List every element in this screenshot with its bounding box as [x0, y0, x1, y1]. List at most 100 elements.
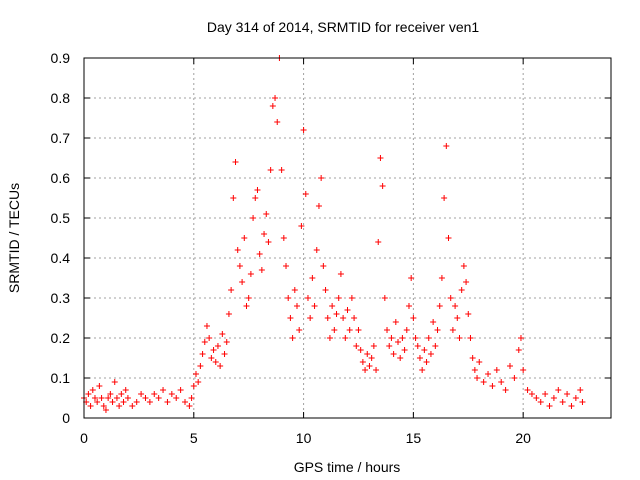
data-point	[236, 263, 243, 269]
data-point	[322, 287, 329, 293]
data-point	[443, 143, 450, 149]
data-point	[425, 335, 432, 341]
data-point	[493, 367, 500, 373]
data-point	[524, 387, 531, 393]
data-point	[188, 395, 195, 401]
data-point	[375, 239, 382, 245]
data-point	[366, 363, 373, 369]
data-point	[300, 127, 307, 133]
data-point	[315, 203, 322, 209]
data-point	[107, 391, 114, 397]
data-point	[105, 395, 112, 401]
data-point	[408, 275, 415, 281]
data-point	[469, 355, 476, 361]
x-tick-labels: 0 5 10 15 20	[80, 430, 531, 446]
y-tick-label: 0.9	[51, 50, 71, 66]
data-point	[267, 167, 274, 173]
data-point	[434, 327, 441, 333]
data-point	[388, 335, 395, 341]
data-point	[173, 395, 180, 401]
data-point	[318, 175, 325, 181]
data-point	[456, 335, 463, 341]
data-point	[96, 383, 103, 389]
data-point	[265, 239, 272, 245]
data-point	[289, 335, 296, 341]
data-point	[476, 359, 483, 365]
data-point	[186, 403, 193, 409]
data-point	[94, 399, 101, 405]
data-point	[399, 335, 406, 341]
data-point	[517, 335, 524, 341]
data-point	[401, 347, 408, 353]
data-point	[485, 371, 492, 377]
data-point	[124, 395, 131, 401]
data-point	[232, 159, 239, 165]
data-point	[197, 363, 204, 369]
data-point	[241, 235, 248, 241]
data-point	[377, 155, 384, 161]
y-tick-label: 0.1	[51, 370, 71, 386]
y-tick-label: 0.2	[51, 330, 71, 346]
data-point	[201, 339, 208, 345]
y-tick-labels: 0 0.1 0.2 0.3 0.4 0.5 0.6 0.7 0.8 0.9	[51, 50, 71, 426]
data-point	[206, 335, 213, 341]
data-point	[384, 327, 391, 333]
data-point	[245, 295, 252, 301]
data-point	[564, 391, 571, 397]
data-point	[285, 295, 292, 301]
data-point	[381, 295, 388, 301]
data-point	[471, 367, 478, 373]
data-point	[410, 315, 417, 321]
y-tick-label: 0.8	[51, 90, 71, 106]
data-point	[460, 263, 467, 269]
data-point	[430, 319, 437, 325]
data-point	[254, 187, 261, 193]
data-point	[546, 403, 553, 409]
data-point	[528, 391, 535, 397]
data-point	[370, 343, 377, 349]
data-point	[364, 351, 371, 357]
data-point	[441, 195, 448, 201]
data-point	[234, 247, 241, 253]
data-point	[304, 295, 311, 301]
data-point	[100, 403, 107, 409]
data-point	[480, 379, 487, 385]
data-point	[203, 323, 210, 329]
data-point	[324, 315, 331, 321]
data-point	[272, 95, 279, 101]
data-point	[190, 383, 197, 389]
data-point	[390, 351, 397, 357]
data-point	[142, 395, 149, 401]
data-point	[340, 315, 347, 321]
data-point	[217, 363, 224, 369]
data-point	[511, 375, 518, 381]
y-axis-title: SRMTID / TECUs	[6, 183, 22, 293]
data-point	[416, 355, 423, 361]
data-point	[559, 399, 566, 405]
data-point	[280, 235, 287, 241]
data-point	[412, 335, 419, 341]
data-point	[219, 331, 226, 337]
data-point	[113, 395, 120, 401]
data-point	[98, 395, 105, 401]
data-point	[438, 275, 445, 281]
data-point	[228, 287, 235, 293]
data-point	[151, 391, 158, 397]
data-point	[225, 311, 232, 317]
data-point	[331, 327, 338, 333]
data-point	[498, 379, 505, 385]
data-point	[307, 315, 314, 321]
y-tick-label: 0.6	[51, 170, 71, 186]
data-point	[263, 211, 270, 217]
plot-frame	[83, 57, 612, 419]
data-point	[91, 395, 98, 401]
data-point	[160, 387, 167, 393]
data-point	[164, 399, 171, 405]
data-point	[278, 167, 285, 173]
data-point	[335, 295, 342, 301]
data-point	[258, 267, 265, 273]
data-point	[342, 335, 349, 341]
data-point	[146, 399, 153, 405]
data-point	[223, 339, 230, 345]
